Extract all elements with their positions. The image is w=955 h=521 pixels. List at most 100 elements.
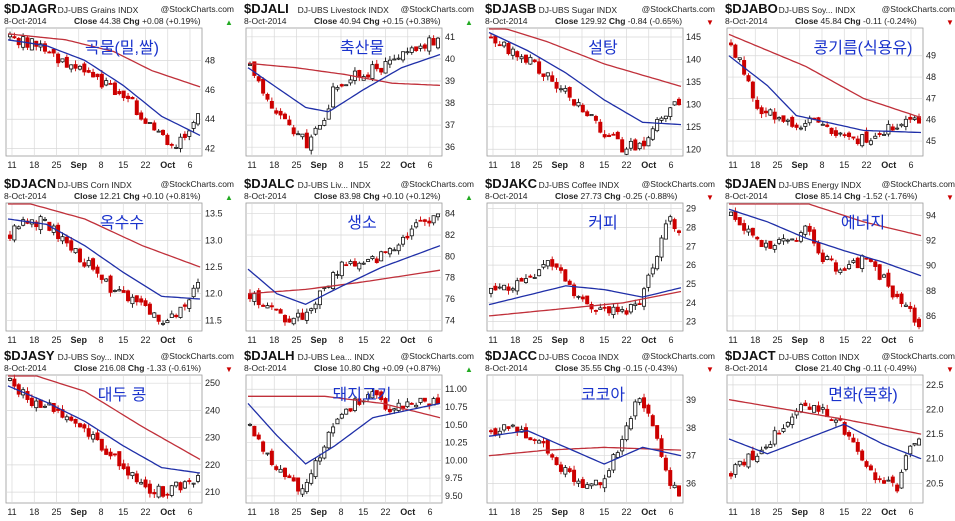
candle-body: [829, 127, 834, 134]
candle-body: [506, 286, 511, 291]
x-tick-label: 18: [750, 335, 760, 345]
candle-body: [348, 79, 353, 84]
candle-body: [414, 46, 419, 51]
candle-body: [729, 42, 734, 46]
symbol-label: $DJASB: [485, 2, 536, 16]
candle-body: [191, 121, 196, 129]
moving-average-long-line: [488, 290, 682, 317]
candle-body: [772, 111, 777, 120]
candle-body: [820, 407, 825, 410]
y-tick-label: 36: [445, 142, 455, 152]
candle-body: [169, 313, 174, 318]
x-tick-label: 8: [98, 160, 103, 170]
candle-body: [733, 210, 738, 220]
candle-body: [537, 61, 542, 74]
candle-body: [624, 148, 629, 155]
y-tick-label: 22.5: [926, 380, 944, 390]
x-tick-label: 18: [29, 335, 39, 345]
candle-body: [563, 467, 568, 475]
candle-body: [309, 136, 314, 151]
candle-body: [755, 99, 760, 109]
moving-average-short-line: [247, 245, 441, 306]
candle-body: [352, 261, 357, 267]
candle-body: [405, 51, 410, 54]
candle-body: [812, 229, 817, 244]
candle-body: [567, 468, 572, 472]
candle-body: [51, 48, 56, 54]
candle-body: [598, 482, 603, 486]
candle-body: [663, 457, 668, 471]
candle-body: [873, 261, 878, 267]
candle-body: [672, 484, 677, 489]
chart-panel: $DJACN DJ-UBS Corn INDX @StockCharts.com 8-…: [2, 177, 236, 347]
candle-body: [781, 115, 786, 122]
plot-area: [245, 27, 443, 157]
index-name: DJ-UBS Coffee INDX: [539, 180, 620, 190]
candle-body: [178, 136, 183, 149]
candle-body: [912, 307, 917, 323]
candle-body: [195, 113, 200, 125]
candle-body: [174, 314, 179, 318]
candle-body: [860, 450, 865, 461]
candle-body: [550, 454, 555, 458]
candle-body: [357, 398, 362, 405]
close-value: Close 12.21 Chg +0.10 (+0.81%): [74, 191, 201, 201]
candle-body: [139, 482, 144, 485]
symbol-label: $DJABO: [725, 2, 778, 16]
plot-area: [486, 374, 684, 504]
candle-body: [304, 482, 309, 493]
candle-body: [161, 322, 166, 325]
candle-body: [73, 64, 78, 69]
date-label: 8-Oct-2014: [485, 191, 528, 201]
candle-body: [56, 408, 61, 411]
moving-average-short-line: [488, 31, 682, 126]
candle-body: [777, 432, 782, 435]
source-label: @StockCharts.com: [642, 179, 715, 189]
moving-average-short-line: [488, 285, 682, 306]
candle-body: [655, 425, 660, 439]
x-tick-label: 25: [291, 160, 301, 170]
moving-average-short-line: [728, 55, 922, 134]
candle-body: [117, 451, 122, 467]
y-tick-label: 39: [686, 395, 696, 405]
candle-body: [130, 472, 135, 477]
candle-body: [628, 304, 633, 313]
candle-body: [659, 117, 664, 121]
date-label: 8-Oct-2014: [725, 16, 768, 26]
y-tick-label: 29: [686, 204, 696, 214]
symbol-label: $DJASY: [4, 349, 55, 363]
candle-body: [335, 418, 340, 425]
candle-body: [313, 127, 318, 135]
x-tick-label: 11: [728, 335, 737, 345]
x-tick-label: 25: [532, 160, 542, 170]
candle-body: [431, 38, 436, 46]
candle-body: [396, 57, 401, 60]
candle-body: [825, 124, 830, 127]
x-tick-label: 11: [488, 507, 497, 517]
x-tick-label: 15: [358, 160, 368, 170]
moving-average-long-line: [8, 203, 201, 268]
candle-body: [152, 492, 157, 495]
candle-body: [785, 119, 790, 122]
candle-body: [313, 303, 318, 310]
x-tick-label: Oct: [400, 335, 415, 345]
x-tick-label: 15: [839, 160, 849, 170]
moving-average-short-line: [7, 385, 201, 474]
x-tick-label: 22: [380, 160, 390, 170]
candle-body: [668, 216, 673, 222]
candle-body: [812, 405, 817, 413]
candle-body: [515, 51, 520, 58]
y-tick-label: 23: [686, 317, 696, 327]
down-arrow-icon: ▼: [946, 365, 954, 374]
candle-body: [191, 287, 196, 298]
candle-body: [348, 261, 353, 265]
candle-body: [174, 147, 179, 149]
down-arrow-icon: ▼: [706, 365, 714, 374]
candlestick-chart: $DJAGR DJ-UBS Grains INDX @StockCharts.com…: [4, 2, 234, 170]
candle-body: [908, 116, 913, 120]
candle-body: [313, 460, 318, 478]
candle-body: [642, 140, 647, 147]
candle-body: [777, 117, 782, 120]
candle-body: [750, 227, 755, 236]
date-label: 8-Oct-2014: [725, 363, 768, 373]
